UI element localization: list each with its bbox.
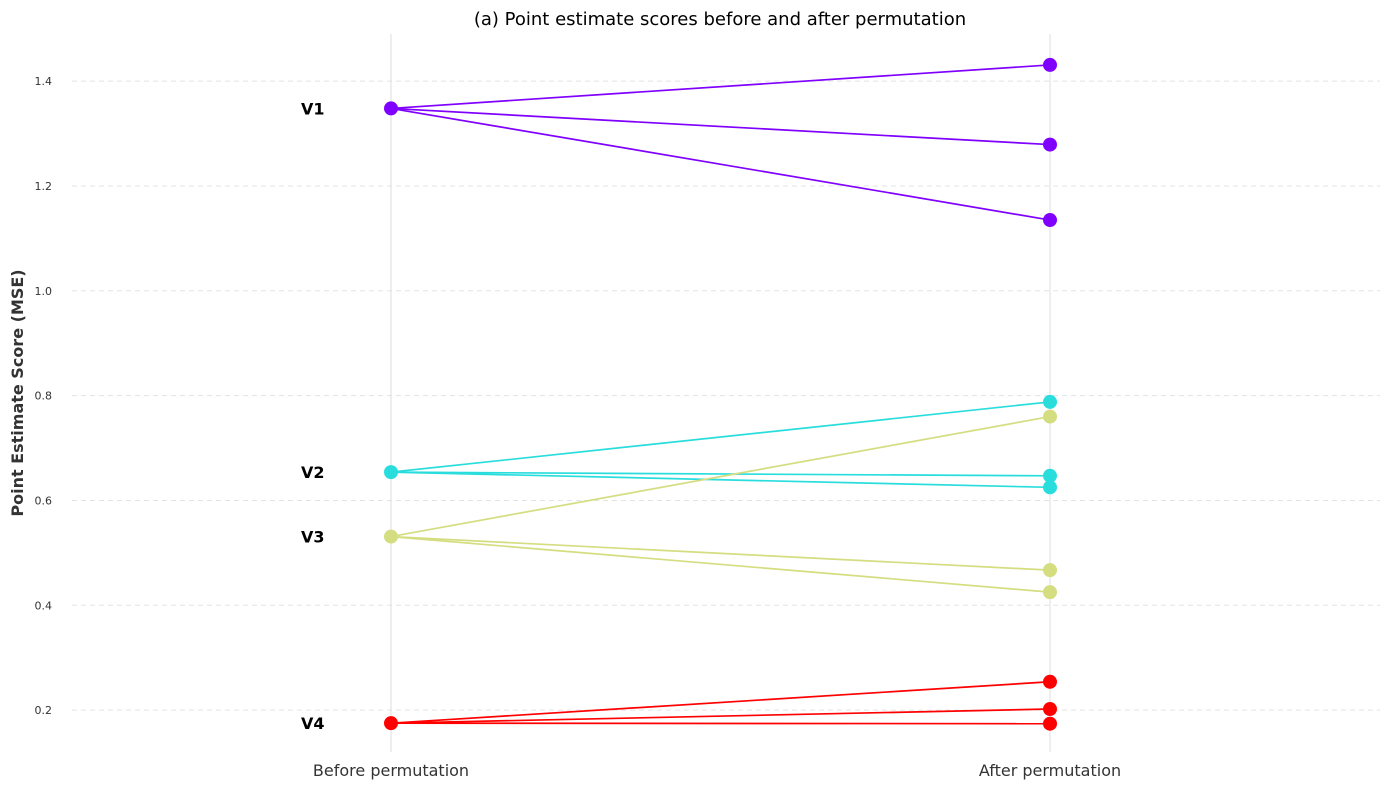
group-label: V3 (301, 528, 325, 547)
after-point (1043, 409, 1057, 424)
after-point (1043, 137, 1057, 152)
x-tick-labels: Before permutation After permutation (313, 761, 1121, 780)
before-point (384, 101, 398, 116)
after-point (1043, 394, 1057, 409)
series-line (390, 415, 1051, 538)
series-line (390, 401, 1051, 473)
after-point (1043, 213, 1057, 228)
series-line (390, 471, 1051, 489)
before-point (384, 465, 398, 480)
series-line (390, 708, 1051, 725)
y-tick-label: 1.0 (35, 285, 53, 298)
grid-layer (72, 80, 1380, 711)
after-point (1043, 585, 1057, 600)
after-point (1043, 563, 1057, 578)
group-label: V2 (301, 463, 325, 482)
group-labels: V1 V2 V3 V4 (301, 99, 325, 733)
series-line (390, 107, 1051, 146)
y-tick-label: 1.4 (35, 75, 53, 88)
x-tick-label: Before permutation (313, 761, 469, 780)
group-label: V1 (301, 99, 325, 118)
series-line (390, 64, 1051, 110)
after-point (1043, 57, 1057, 72)
before-point (384, 529, 398, 544)
series-line (390, 722, 1051, 725)
series-line (390, 107, 1051, 221)
chart-title: (a) Point estimate scores before and aft… (474, 9, 966, 30)
y-tick-label: 1.2 (35, 180, 53, 193)
group-label: V4 (301, 714, 325, 733)
y-tick-label: 0.2 (35, 704, 53, 717)
y-tick-label: 0.6 (35, 494, 53, 507)
after-point (1043, 480, 1057, 495)
after-point (1043, 702, 1057, 717)
after-point (1043, 716, 1057, 731)
after-point (1043, 674, 1057, 689)
y-tick-label: 0.4 (35, 599, 53, 612)
series-line (390, 535, 1051, 594)
series-layer (384, 57, 1057, 731)
category-axis-lines (390, 34, 1051, 752)
x-tick-label: After permutation (979, 761, 1121, 780)
y-axis-label: Point Estimate Score (MSE) (8, 269, 27, 516)
y-tick-label: 0.8 (35, 390, 53, 403)
after-point (1043, 468, 1057, 483)
series-line (390, 680, 1051, 725)
before-point (384, 716, 398, 731)
y-tick-labels: 0.2 0.4 0.6 0.8 1.0 1.2 1.4 (35, 75, 53, 717)
series-line (390, 535, 1051, 571)
series-line (390, 471, 1051, 477)
